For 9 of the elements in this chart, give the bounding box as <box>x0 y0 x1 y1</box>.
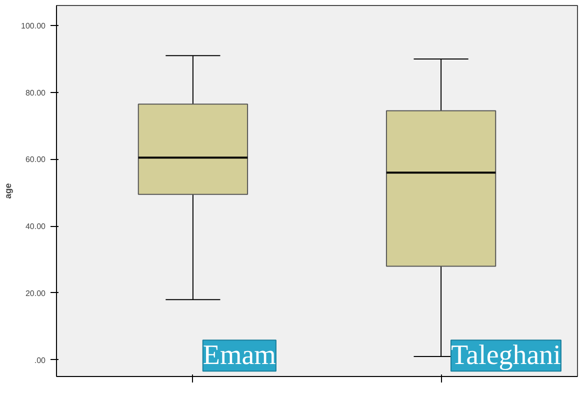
y-tick-label: 80.00 <box>25 88 46 98</box>
y-tick-label: 40.00 <box>25 222 46 232</box>
x-tick-label: Emam <box>202 340 276 372</box>
y-tick-label: 20.00 <box>25 288 46 298</box>
y-tick-label: 100.00 <box>21 22 46 31</box>
y-axis-title: age <box>3 183 14 199</box>
y-tick-label: .00 <box>34 356 46 365</box>
x-tick-label: Taleghani <box>450 340 562 372</box>
y-tick-label: 60.00 <box>25 155 46 164</box>
